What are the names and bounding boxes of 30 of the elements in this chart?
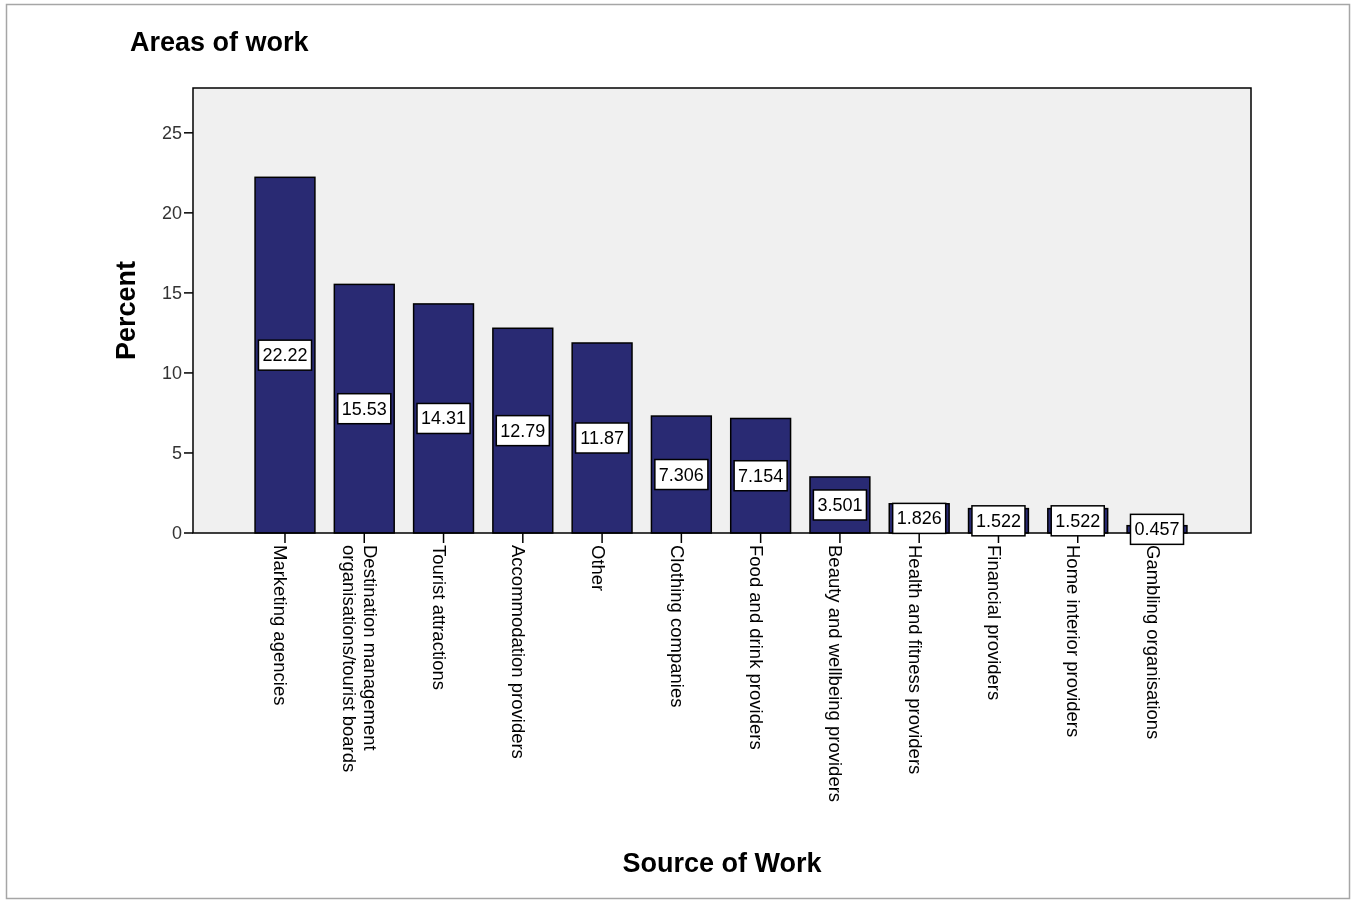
data-label: 7.306 [658,464,704,485]
x-tick-label: Gambling organisations [1142,545,1164,740]
x-tick-label: Destination management organisations/tourist boards [339,545,382,773]
y-tick-label: 20 [161,202,182,223]
x-tick-label: Financial providers [983,545,1005,701]
x-tick-label: Marketing agencies [270,545,292,706]
data-label: 22.22 [262,345,308,366]
y-axis-title: Percent [111,260,141,361]
y-tick-label: 0 [171,523,182,543]
x-tick-label: Tourist attractions [429,545,451,690]
x-tick-label: Accommodation providers [508,545,530,759]
x-tick-label: Beauty and wellbeing providers [825,545,847,803]
y-tick-label: 25 [161,122,182,143]
data-label: 7.154 [738,465,784,486]
data-label: 14.31 [421,408,467,429]
data-label: 1.826 [896,508,942,529]
y-tick-label: 5 [171,442,182,463]
x-tick-label: Other [587,545,609,592]
x-tick-label: Home interior providers [1063,545,1085,738]
x-tick-label: Food and drink providers [746,545,768,750]
data-label: 11.87 [580,428,624,448]
y-tick-label: 10 [161,362,182,383]
data-label: 15.53 [341,398,387,419]
data-label: 3.501 [817,494,863,515]
y-tick-label: 15 [161,282,182,303]
data-label: 12.79 [500,420,546,441]
x-tick-label: Health and fitness providers [904,545,926,775]
x-axis-title: Source of Work [622,848,823,878]
x-tick-label: Clothing companies [666,545,688,708]
chart-title: Areas of work [130,27,310,57]
